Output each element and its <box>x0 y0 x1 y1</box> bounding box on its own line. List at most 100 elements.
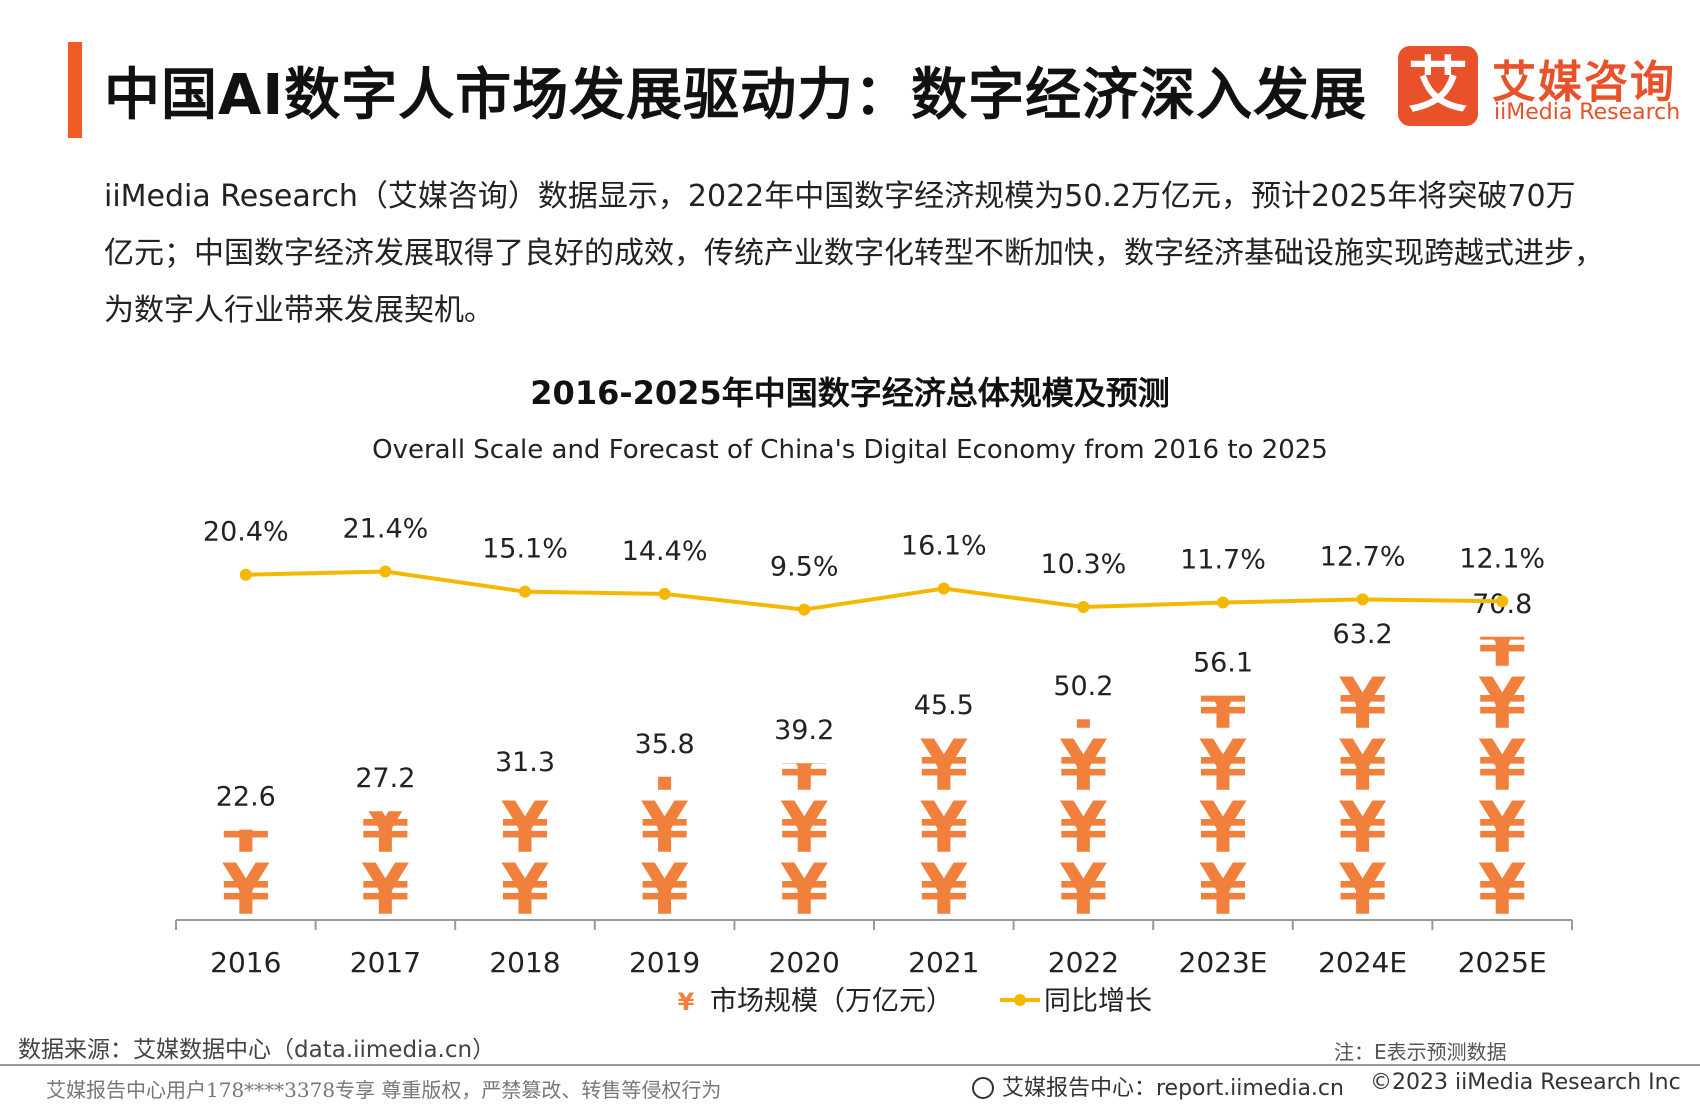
x-tick-label: 2022 <box>1048 946 1119 979</box>
bar-yen-icon: ¥ <box>1059 787 1108 869</box>
logo-mark-icon: 艾 <box>1398 46 1478 126</box>
bar-yen-icon: ¥ <box>1338 849 1387 931</box>
footer-divider <box>0 1064 1700 1066</box>
growth-line <box>245 569 1503 612</box>
bar-yen-icon: ¥ <box>1478 787 1527 869</box>
bar-value-label: 50.2 <box>1053 671 1113 702</box>
growth-point <box>658 587 671 600</box>
digital-economy-chart: 2016-2025年中国数字经济总体规模及预测 Overall Scale an… <box>175 374 1573 1017</box>
page-title: 中国AI数字人市场发展驱动力：数字经济深入发展 <box>104 63 1368 128</box>
forecast-note: 注：E表示预测数据 <box>1334 1040 1507 1064</box>
bar-yen-icon: ¥ <box>919 787 968 869</box>
x-tick-label: 2016 <box>210 946 281 979</box>
bar-value-label: 56.1 <box>1193 648 1253 679</box>
bar-yen-icon: ¥ <box>221 849 270 931</box>
growth-value-label: 9.5% <box>770 552 839 583</box>
bar-yen-icon: ¥ <box>1338 601 1387 683</box>
logo-english-text: iiMedia Research <box>1494 100 1681 125</box>
growth-value-label: 12.7% <box>1320 541 1406 572</box>
bar-value-label: 35.8 <box>635 729 695 760</box>
bar-value-label: 39.2 <box>774 715 834 746</box>
bar-yen-icon: ¥ <box>1199 787 1248 869</box>
bar-yen-icon: ¥ <box>221 787 270 869</box>
bar-yen-icon: ¥ <box>361 787 410 869</box>
bar-value-label: 63.2 <box>1333 619 1393 650</box>
bar-2023E: ¥¥¥¥¥ <box>1199 663 1248 931</box>
report-site-text: 艾媒报告中心：report.iimedia.cn <box>1002 1076 1344 1101</box>
growth-value-label: 16.1% <box>901 530 987 561</box>
bar-yen-icon: ¥ <box>501 663 550 745</box>
growth-point <box>1077 601 1090 614</box>
chart-subtitle: Overall Scale and Forecast of China's Di… <box>372 435 1328 465</box>
x-tick-label: 2024E <box>1318 946 1407 979</box>
globe-icon <box>972 1077 994 1099</box>
bar-yen-icon: ¥ <box>919 663 968 745</box>
x-tick-label: 2018 <box>489 946 560 979</box>
chart-title: 2016-2025年中国数字经济总体规模及预测 <box>530 374 1169 412</box>
bar-yen-icon: ¥ <box>919 725 968 807</box>
bar-yen-icon: ¥ <box>780 787 829 869</box>
bar-yen-icon: ¥ <box>1059 725 1108 807</box>
bar-yen-icon: ¥ <box>501 849 550 931</box>
data-source: 数据来源：艾媒数据中心（data.iimedia.cn） <box>18 1037 496 1063</box>
bar-yen-icon: ¥ <box>1338 663 1387 745</box>
bar-yen-icon: ¥ <box>501 725 550 807</box>
bar-2019: ¥¥¥¥ <box>640 777 689 931</box>
x-tick-label: 2021 <box>908 946 979 979</box>
bar-2025E: ¥¥¥¥¥¥ <box>1478 601 1527 920</box>
bar-yen-icon: ¥ <box>919 849 968 931</box>
bar-2021: ¥¥¥¥ <box>919 663 968 931</box>
bar-yen-icon: ¥ <box>1478 601 1527 683</box>
growth-value-label: 20.4% <box>203 517 289 548</box>
bar-yen-icon: ¥ <box>640 849 689 931</box>
legend-line-label: 同比增长 <box>1044 986 1152 1017</box>
x-tick-label: 2025E <box>1458 946 1547 979</box>
report-site: 艾媒报告中心：report.iimedia.cn <box>972 1070 1344 1102</box>
x-tick-label: 2019 <box>629 946 700 979</box>
bar-value-label: 22.6 <box>216 782 276 813</box>
bar-2022: ¥¥¥¥¥ <box>1059 663 1108 931</box>
growth-point <box>519 585 531 598</box>
bar-yen-icon: ¥ <box>1338 725 1387 807</box>
bar-yen-icon: ¥ <box>501 787 550 869</box>
bar-yen-icon: ¥ <box>1478 663 1527 745</box>
growth-value-label: 11.7% <box>1180 545 1266 576</box>
intro-paragraph: iiMedia Research（艾媒咨询）数据显示，2022年中国数字经济规模… <box>104 179 1604 328</box>
bar-value-label: 27.2 <box>355 763 415 794</box>
bar-2020: ¥¥¥¥ <box>780 725 829 931</box>
logo-chinese-text: 艾媒咨询 <box>1492 57 1676 108</box>
bar-yen-icon: ¥ <box>640 787 689 869</box>
copyright: ©2023 iiMedia Research Inc <box>1370 1070 1681 1095</box>
bar-yen-icon: ¥ <box>780 725 829 807</box>
bar-yen-icon: ¥ <box>1338 787 1387 869</box>
bar-2016: ¥¥¥ <box>221 787 270 931</box>
growth-point <box>1496 595 1509 608</box>
imedia-logo: 艾 艾媒咨询 iiMedia Research <box>1398 46 1680 128</box>
bar-yen-icon: ¥ <box>780 849 829 931</box>
bar-value-label: 45.5 <box>914 690 974 721</box>
legend-bar-label: 市场规模（万亿元） <box>710 986 953 1017</box>
legend-yen-icon: ¥ <box>678 988 695 1016</box>
growth-value-label: 12.1% <box>1459 543 1545 574</box>
legend-line-marker <box>1014 994 1026 1006</box>
bar-2017: ¥¥¥ <box>361 787 410 931</box>
x-tick-label: 2023E <box>1179 946 1268 979</box>
bar-yen-icon: ¥ <box>1199 725 1248 807</box>
growth-point <box>1356 593 1369 606</box>
bar-yen-icon: ¥ <box>1478 725 1527 807</box>
growth-value-label: 10.3% <box>1041 549 1127 580</box>
title-accent-bar <box>68 42 82 138</box>
bar-yen-icon: ¥ <box>361 849 410 931</box>
growth-value-label: 21.4% <box>343 514 429 545</box>
bar-2024E: ¥¥¥¥¥¥ <box>1338 601 1387 931</box>
bar-yen-icon: ¥ <box>1199 849 1248 931</box>
growth-point <box>1217 596 1229 609</box>
bar-yen-icon: ¥ <box>1059 663 1108 745</box>
bar-2018: ¥¥¥¥ <box>501 663 550 931</box>
bar-yen-icon: ¥ <box>1059 849 1108 931</box>
growth-point <box>798 603 811 616</box>
bar-value-label: 31.3 <box>495 747 555 778</box>
bar-yen-icon: ¥ <box>1199 663 1248 745</box>
copyright-notice: 艾媒报告中心用户178****3378专享 尊重版权，严禁篡改、转售等侵权行为 <box>46 1078 722 1102</box>
growth-point <box>239 568 252 581</box>
